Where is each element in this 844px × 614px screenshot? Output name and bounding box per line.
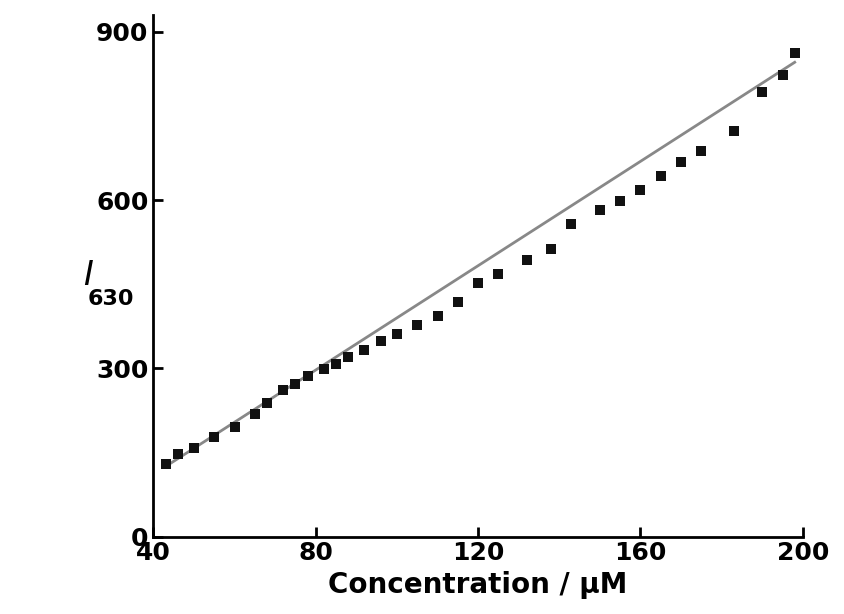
Point	[301, 371, 315, 381]
Point	[614, 196, 627, 206]
Point	[289, 379, 302, 389]
Point	[565, 219, 578, 228]
Point	[430, 311, 444, 321]
Point	[374, 336, 387, 346]
Point	[654, 171, 668, 181]
Point	[520, 255, 533, 265]
Point	[492, 269, 506, 279]
Point	[317, 365, 331, 375]
Point	[342, 352, 355, 362]
Point	[755, 87, 769, 97]
Point	[410, 320, 424, 330]
Point	[277, 385, 290, 395]
Point	[776, 70, 789, 80]
Point	[593, 204, 607, 214]
Point	[471, 278, 484, 287]
Point	[208, 432, 221, 441]
Point	[788, 49, 802, 58]
Point	[674, 157, 688, 167]
Point	[187, 443, 201, 453]
Point	[390, 328, 403, 338]
Point	[695, 146, 708, 155]
X-axis label: Concentration / μM: Concentration / μM	[328, 571, 628, 599]
Text: 630: 630	[88, 289, 134, 309]
Point	[171, 449, 185, 459]
Point	[634, 185, 647, 195]
Point	[329, 359, 343, 369]
Point	[260, 398, 273, 408]
Point	[358, 345, 371, 355]
Point	[727, 126, 740, 136]
Point	[248, 410, 262, 419]
Point	[544, 244, 558, 254]
Point	[451, 297, 464, 307]
Point	[228, 422, 241, 432]
Point	[159, 459, 172, 468]
Text: $\mathbf{\mathit{I}}$: $\mathbf{\mathit{I}}$	[83, 259, 94, 292]
